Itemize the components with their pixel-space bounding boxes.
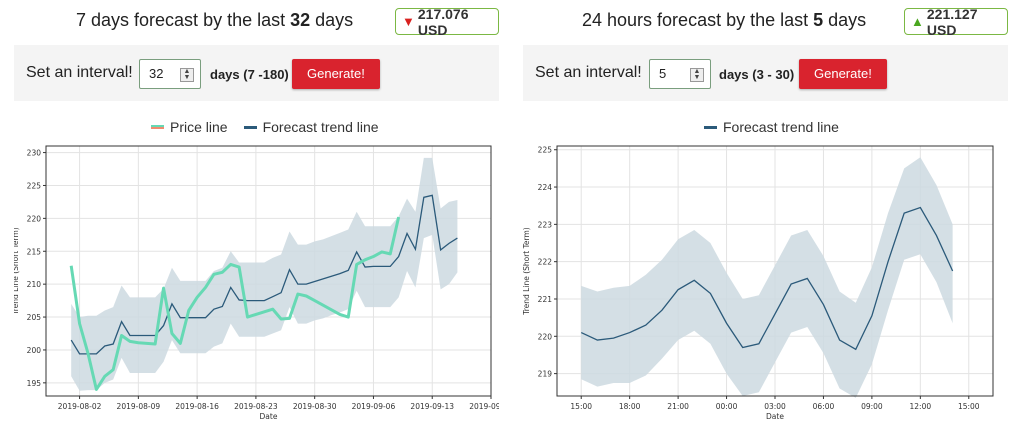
y-tick-label: 205 xyxy=(27,313,42,322)
interval-label: Set an interval! xyxy=(26,64,133,81)
y-tick-label: 225 xyxy=(538,146,553,155)
y-tick-label: 200 xyxy=(27,346,42,355)
x-tick-label: 09:00 xyxy=(861,402,883,411)
x-tick-label: 15:00 xyxy=(570,402,592,411)
arrow-down-icon: ▼ xyxy=(402,14,415,29)
chart-24hours: 219 220 221 222 223 224 225 15:00 18:00 21:00 00:0… xyxy=(523,145,994,421)
forecast-panel-7days: 7 days forecast by the last 32 days ▼ 21… xyxy=(14,0,499,430)
y-tick-label: 219 xyxy=(538,370,553,379)
confidence-band xyxy=(581,157,953,398)
panel-title: 7 days forecast by the last 32 days xyxy=(76,10,354,30)
x-axis-label: Date xyxy=(260,412,278,421)
forecast-line xyxy=(580,206,954,351)
y-tick-label: 230 xyxy=(27,149,42,158)
x-tick-label: 2019-09-13 xyxy=(410,402,454,411)
x-tick-label: 2019-09-06 xyxy=(352,402,396,411)
price-badge: ▲ 221.127 USD xyxy=(904,5,1008,38)
forecast-panel-24hours: 24 hours forecast by the last 5 days ▲ 2… xyxy=(523,0,1008,430)
spinner-arrows-icon[interactable]: ▲ ▼ xyxy=(180,68,194,82)
x-axis-label: Date xyxy=(766,412,784,421)
x-tick-label: 00:00 xyxy=(716,402,738,411)
y-tick-label: 195 xyxy=(27,379,42,388)
price-value: 217.076 USD xyxy=(417,5,469,38)
chart-legend: Price line Forecast trend line xyxy=(151,119,395,135)
spinner-arrows-icon[interactable]: ▲ ▼ xyxy=(690,68,704,82)
y-tick-label: 222 xyxy=(538,258,553,267)
interval-value: 32 xyxy=(149,66,164,81)
x-tick-label: 18:00 xyxy=(619,402,641,411)
y-tick-label: 220 xyxy=(538,332,553,341)
y-tick-label: 221 xyxy=(538,295,553,304)
generate-button[interactable]: Generate! xyxy=(292,59,380,89)
y-tick-label: 210 xyxy=(27,280,42,289)
y-tick-label: 215 xyxy=(27,247,42,256)
x-tick-label: 2019-08-02 xyxy=(58,402,102,411)
interval-control: Set an interval! 5 ▲ ▼ days (3 - 30) Gene… xyxy=(523,45,1008,101)
price-badge: ▼ 217.076 USD xyxy=(395,5,499,38)
interval-input[interactable]: 5 ▲ ▼ xyxy=(649,59,711,89)
chart-legend: Forecast trend line xyxy=(704,119,855,135)
panel-title: 24 hours forecast by the last 5 days xyxy=(582,10,867,30)
x-tick-label: 06:00 xyxy=(813,402,835,411)
price-line xyxy=(69,216,401,391)
y-axis-label: Trend Line (Short Term) xyxy=(523,227,531,316)
legend-item-forecast: Forecast trend line xyxy=(243,119,379,135)
legend-item-price: Price line xyxy=(151,119,228,135)
y-axis-label: Trend Line (Short Term) xyxy=(14,227,20,316)
arrow-up-icon: ▲ xyxy=(911,14,924,29)
confidence-band xyxy=(71,157,458,391)
interval-range-label: days (3 - 30) xyxy=(719,67,795,82)
x-tick-label: 2019-08-30 xyxy=(293,402,337,411)
x-tick-label: 21:00 xyxy=(667,402,689,411)
generate-button[interactable]: Generate! xyxy=(799,59,887,89)
y-tick-label: 223 xyxy=(538,220,553,229)
forecast-line xyxy=(70,194,458,355)
plot-frame xyxy=(45,145,492,397)
x-tick-label: 2019-09-20 xyxy=(469,402,499,411)
interval-label: Set an interval! xyxy=(535,64,642,81)
y-tick-label: 225 xyxy=(27,181,42,190)
x-tick-label: 2019-08-16 xyxy=(175,402,219,411)
interval-value: 5 xyxy=(659,66,667,81)
interval-input[interactable]: 32 ▲ ▼ xyxy=(139,59,201,89)
y-tick-label: 220 xyxy=(27,214,42,223)
interval-range-label: days (7 -180) xyxy=(210,67,289,82)
x-tick-label: 12:00 xyxy=(910,402,932,411)
legend-item-forecast: Forecast trend line xyxy=(704,119,839,135)
x-tick-label: 03:00 xyxy=(764,402,786,411)
x-tick-label: 2019-08-23 xyxy=(234,402,278,411)
x-tick-label: 2019-08-09 xyxy=(117,402,161,411)
y-tick-label: 224 xyxy=(538,183,553,192)
price-value: 221.127 USD xyxy=(926,5,978,38)
chart-7days: 195 200 205 210 215 220 225 230 2019-08-02 2019-0… xyxy=(14,145,499,421)
x-tick-label: 15:00 xyxy=(958,402,980,411)
interval-control: Set an interval! 32 ▲ ▼ days (7 -180) Gen… xyxy=(14,45,499,101)
